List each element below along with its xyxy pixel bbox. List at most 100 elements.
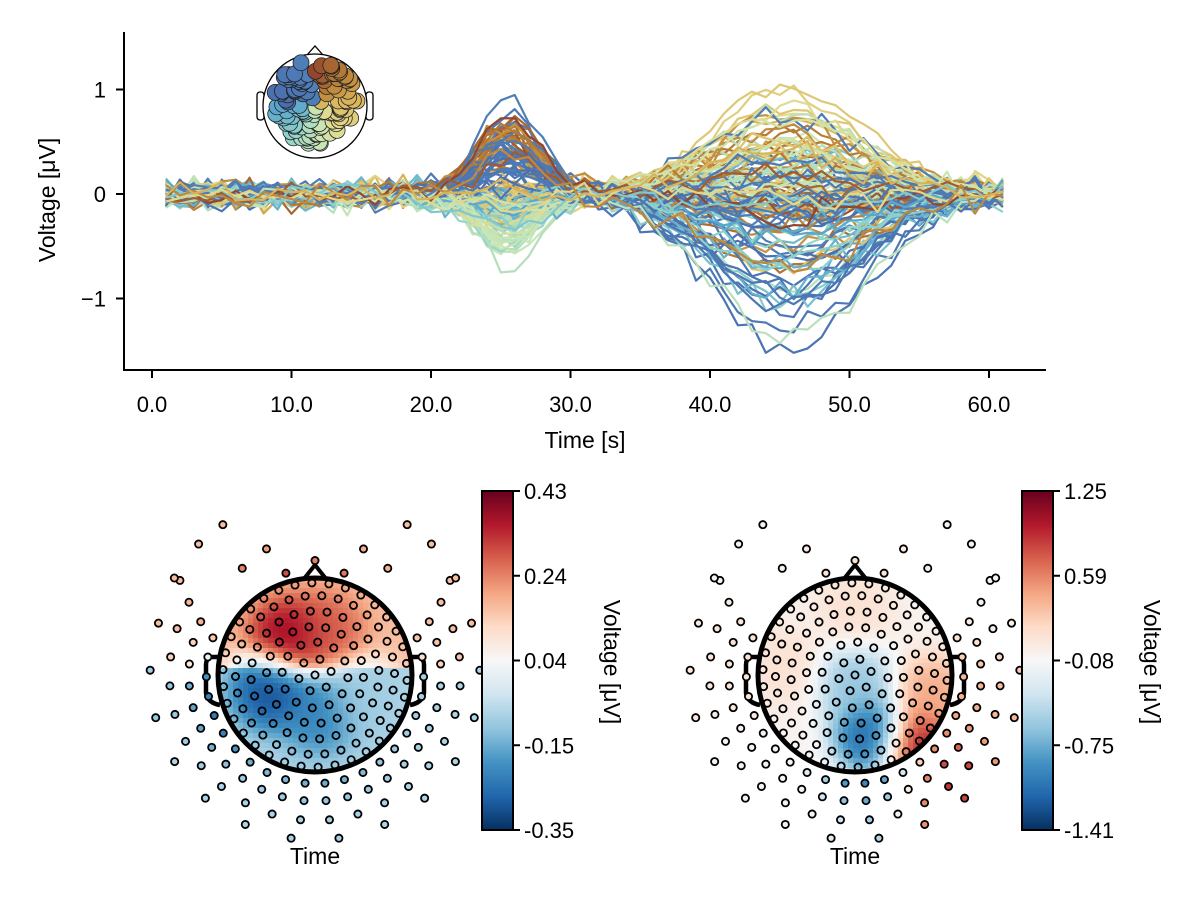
heatmap-cell (338, 638, 344, 644)
heatmap-cell (768, 668, 774, 674)
electrode (364, 728, 374, 738)
heatmap-cell (363, 698, 369, 704)
heatmap-cell (878, 763, 884, 769)
electrode (780, 819, 790, 829)
heatmap-cell (403, 658, 409, 664)
electrode (282, 728, 292, 738)
heatmap-cell (878, 653, 884, 659)
heatmap-cell (263, 643, 269, 649)
heatmap-cell (313, 713, 319, 719)
heatmap-cell (278, 738, 284, 744)
heatmap-cell (883, 658, 889, 664)
heatmap-cell (268, 648, 274, 654)
heatmap-cell (808, 753, 814, 759)
heatmap-cell (818, 638, 824, 644)
heatmap-cell (863, 608, 869, 614)
heatmap-cell (893, 683, 899, 689)
heatmap-cell (243, 678, 249, 684)
heatmap-cell (788, 668, 794, 674)
heatmap-cell (338, 588, 344, 594)
electrode (769, 714, 779, 724)
heatmap-cell (943, 668, 949, 674)
heatmap-cell (843, 583, 849, 589)
heatmap-cell (843, 718, 849, 724)
heatmap-cell (818, 633, 824, 639)
heatmap-cell (878, 583, 884, 589)
heatmap-cell (793, 638, 799, 644)
heatmap-cell (793, 718, 799, 724)
heatmap-cell (938, 698, 944, 704)
electrode (358, 712, 368, 722)
heatmap-cell (828, 658, 834, 664)
heatmap-cell (833, 728, 839, 734)
heatmap-cell (808, 613, 814, 619)
heatmap-cell (298, 728, 304, 734)
heatmap-cell (308, 663, 314, 669)
heatmap-cell (828, 748, 834, 754)
heatmap-cell (373, 678, 379, 684)
heatmap-cell (318, 678, 324, 684)
heatmap-cell (798, 743, 804, 749)
heatmap-cell (388, 708, 394, 714)
heatmap-cell (813, 633, 819, 639)
heatmap-cell (383, 673, 389, 679)
electrode (351, 738, 361, 748)
heatmap-cell (838, 683, 844, 689)
heatmap-cell (318, 668, 324, 674)
heatmap-cell (368, 678, 374, 684)
heatmap-cell (368, 618, 374, 624)
heatmap-cell (768, 683, 774, 689)
heatmap-cell (303, 683, 309, 689)
heatmap-cell (853, 688, 859, 694)
heatmap-cell (803, 638, 809, 644)
heatmap-cell (293, 618, 299, 624)
electrode (257, 784, 267, 794)
heatmap-cell (258, 738, 264, 744)
heatmap-cell (883, 753, 889, 759)
heatmap-cell (893, 638, 899, 644)
heatmap-cell (833, 743, 839, 749)
heatmap-cell (808, 703, 814, 709)
heatmap-cell (338, 663, 344, 669)
electrode (432, 703, 442, 713)
heatmap-cell (888, 593, 894, 599)
heatmap-cell (298, 598, 304, 604)
heatmap-cell (768, 688, 774, 694)
electrode (747, 742, 757, 752)
electrode (798, 730, 808, 740)
channel-line (165, 139, 1004, 202)
heatmap-cell (243, 713, 249, 719)
heatmap-cell (843, 608, 849, 614)
heatmap-cell (923, 723, 929, 729)
heatmap-cell (348, 653, 354, 659)
heatmap-cell (828, 663, 834, 669)
heatmap-cell (373, 683, 379, 689)
heatmap-cell (393, 683, 399, 689)
electrode (250, 691, 260, 701)
heatmap-cell (238, 673, 244, 679)
electrode (853, 637, 863, 647)
heatmap-cell (388, 648, 394, 654)
heatmap-cell (298, 723, 304, 729)
heatmap-cell (343, 598, 349, 604)
heatmap-cell (893, 643, 899, 649)
electrode (315, 654, 325, 664)
heatmap-cell (233, 683, 239, 689)
heatmap-cell (788, 698, 794, 704)
heatmap-cell (878, 698, 884, 704)
electrode (843, 749, 853, 759)
electrode (864, 579, 874, 589)
heatmap-cell (303, 583, 309, 589)
heatmap-cell (838, 693, 844, 699)
heatmap-cell (293, 613, 299, 619)
heatmap-cell (918, 653, 924, 659)
electrode (850, 556, 860, 566)
heatmap-cell (778, 653, 784, 659)
heatmap-cell (258, 683, 264, 689)
heatmap-cell (298, 643, 304, 649)
electrode (799, 593, 809, 603)
heatmap-cell (833, 663, 839, 669)
electrode (777, 563, 787, 573)
heatmap-cell (253, 663, 259, 669)
heatmap-cell (268, 713, 274, 719)
